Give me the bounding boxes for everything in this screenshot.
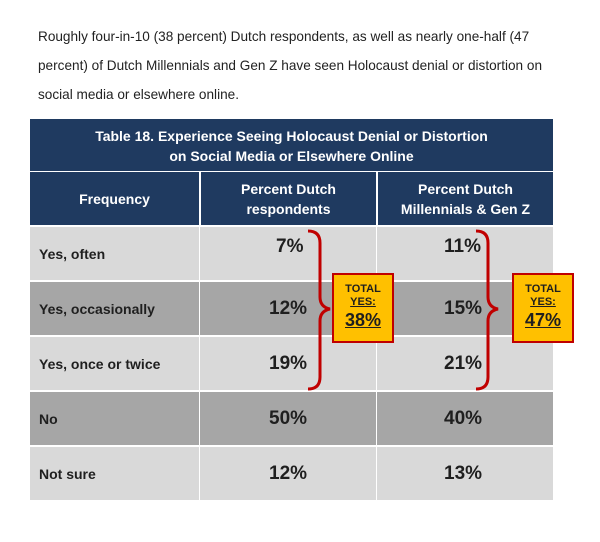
value-dutch-not-sure: 12% (269, 463, 308, 484)
total-genz-yes: YES: (530, 296, 556, 308)
row-dutch-yes-often: 7% (200, 227, 376, 280)
row-label-yes-occasionally: Yes, occasionally (30, 282, 199, 335)
value-genz-no: 40% (444, 408, 483, 429)
total-yes-dutch-badge: TOTAL YES: 38% (332, 273, 394, 343)
table-title: Table 18. Experience Seeing Holocaust De… (30, 119, 553, 171)
value-genz-yes-occasionally: 15% (444, 298, 483, 319)
row-dutch-not-sure: 12% (200, 447, 376, 500)
header-genz-line2: Millennials & Gen Z (400, 200, 531, 217)
total-dutch-label: TOTAL (345, 283, 381, 295)
total-yes-genz-badge: TOTAL YES: 47% (512, 273, 574, 343)
row-genz-not-sure: 13% (377, 447, 553, 500)
row-genz-no: 40% (377, 392, 553, 445)
brace-genz-icon (475, 229, 499, 391)
row-genz-yes-once: 21% (377, 337, 553, 390)
row-label-yes-once: Yes, once or twice (30, 337, 199, 390)
value-genz-yes-once: 21% (444, 353, 483, 374)
row-label-no: No (30, 392, 199, 445)
row-label-yes-often: Yes, often (30, 227, 199, 280)
row-dutch-yes-once: 19% (200, 337, 376, 390)
brace-dutch-icon (307, 229, 331, 391)
intro-paragraph: Roughly four-in-10 (38 percent) Dutch re… (38, 29, 543, 102)
value-dutch-no: 50% (269, 408, 308, 429)
row-dutch-no: 50% (200, 392, 376, 445)
header-dutch: Percent Dutch respondents (200, 171, 376, 225)
table-title-line2: on Social Media or Elsewhere Online (169, 148, 414, 164)
table-title-line1: Table 18. Experience Seeing Holocaust De… (95, 128, 488, 144)
total-genz-value: 47% (524, 310, 562, 330)
total-dutch-value: 38% (344, 310, 382, 330)
value-genz-yes-often: 11% (444, 236, 481, 257)
row-label-not-sure: Not sure (30, 447, 199, 500)
header-frequency: Frequency (30, 171, 199, 225)
header-genz-line1: Percent Dutch (418, 180, 513, 197)
value-dutch-yes-once: 19% (269, 353, 308, 374)
total-dutch-yes: YES: (350, 296, 376, 308)
value-genz-not-sure: 13% (444, 463, 483, 484)
value-dutch-yes-often: 7% (276, 236, 304, 257)
header-genz: Percent Dutch Millennials & Gen Z (377, 171, 553, 225)
total-genz-label: TOTAL (525, 283, 561, 295)
header-dutch-line2: respondents (246, 200, 331, 217)
header-dutch-line1: Percent Dutch (241, 180, 336, 197)
row-genz-yes-often: 11% (377, 227, 553, 280)
value-dutch-yes-occasionally: 12% (269, 298, 308, 319)
